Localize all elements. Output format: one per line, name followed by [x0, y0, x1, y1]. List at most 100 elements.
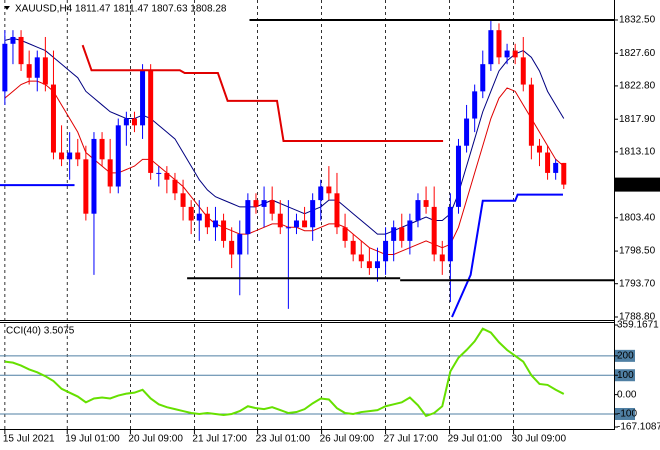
- candle-body: [512, 50, 518, 58]
- level-line: [451, 193, 563, 318]
- candle-body: [83, 159, 89, 214]
- y-tick-label: 1803.40: [619, 212, 656, 223]
- candle-body: [545, 152, 551, 173]
- level-label-box: [615, 349, 635, 362]
- candle-body: [245, 200, 251, 235]
- candle-body: [310, 200, 316, 228]
- candle-body: [536, 145, 542, 153]
- candle-body: [391, 227, 397, 241]
- y-tick-label: 1813.10: [619, 146, 656, 157]
- y-tick-label: 1798.50: [619, 246, 656, 257]
- x-tick-label: 19 Jul 01:00: [65, 434, 120, 445]
- y-tick-label: 0.00: [617, 389, 637, 400]
- candle-body: [496, 30, 502, 58]
- candle-body: [42, 57, 48, 85]
- candle-body: [10, 36, 16, 44]
- candle-body: [229, 240, 235, 255]
- candle-body: [399, 227, 405, 241]
- candle-body: [269, 200, 275, 214]
- candle-body: [131, 118, 137, 126]
- candle-body: [455, 145, 461, 207]
- candle-body: [107, 159, 113, 187]
- indicator-title: CCI(40) 3.5075: [6, 326, 75, 337]
- y-tick-label: 1822.80: [619, 81, 656, 92]
- candle-body: [561, 162, 567, 185]
- candle-body: [34, 57, 40, 78]
- y-tick-label: 1793.70: [619, 278, 656, 289]
- y-tick-label: 1817.90: [619, 114, 656, 125]
- candle-body: [156, 172, 162, 174]
- candle-body: [172, 179, 178, 194]
- candle-body: [188, 206, 194, 221]
- candle-body: [472, 91, 478, 119]
- candle-body: [423, 200, 429, 207]
- candle-body: [164, 172, 170, 180]
- level-label-box: [615, 369, 635, 382]
- candle-body: [318, 186, 324, 201]
- symbol-header: XAUUSD,H4 1811.47 1811.47 1807.63 1808.2…: [15, 4, 227, 15]
- candle-body: [407, 220, 413, 241]
- candle-body: [415, 200, 421, 221]
- candle-body: [520, 57, 526, 85]
- x-tick-label: 26 Jul 09:00: [320, 434, 375, 445]
- plot: [0, 18, 614, 418]
- candle-body: [221, 220, 227, 241]
- candle-body: [350, 240, 356, 255]
- candle-body: [2, 43, 8, 92]
- y-tick-label: -100: [617, 409, 637, 420]
- candle-body: [366, 261, 372, 269]
- candle-body: [91, 138, 97, 214]
- candle-body: [326, 186, 332, 194]
- candle-body: [26, 64, 32, 78]
- candle-body: [204, 213, 210, 228]
- candle-body: [18, 36, 24, 65]
- candle-body: [431, 206, 437, 255]
- candle-body: [374, 261, 380, 269]
- candle-body: [334, 193, 340, 228]
- candle-body: [180, 193, 186, 207]
- x-tick-label: 30 Jul 09:00: [512, 434, 567, 445]
- candle-body: [196, 213, 202, 221]
- candle-body: [480, 64, 486, 92]
- candle-body: [212, 220, 218, 228]
- y-tick-label: 100: [617, 370, 634, 381]
- x-tick-label: 23 Jul 01:00: [256, 434, 311, 445]
- candle-body: [342, 227, 348, 241]
- x-tick-label: 15 Jul 2021: [3, 434, 55, 445]
- candle-body: [293, 220, 299, 228]
- x-tick-label: 20 Jul 09:00: [128, 434, 183, 445]
- candle-body: [75, 152, 81, 160]
- moving-average: [4, 80, 565, 255]
- x-tick-label: 27 Jul 17:00: [384, 434, 439, 445]
- y-tick-label: 359.1671: [617, 320, 659, 331]
- candle-body: [285, 227, 291, 229]
- candle-body: [302, 220, 308, 228]
- current-price-label: 1808.28: [619, 179, 656, 190]
- candle-body: [59, 152, 65, 160]
- candle-body: [383, 240, 389, 262]
- candle-body: [447, 206, 453, 262]
- level-label-box: [615, 407, 635, 420]
- candle-body: [148, 70, 154, 173]
- candle-body: [123, 118, 129, 126]
- moving-average: [4, 37, 565, 235]
- candle-body: [67, 152, 73, 160]
- x-tick-label: 21 Jul 17:00: [192, 434, 247, 445]
- y-tick-label: 1832.50: [619, 15, 656, 26]
- candle-body: [277, 213, 283, 228]
- candle-body: [528, 84, 534, 146]
- y-tick-label: -167.1087: [617, 422, 660, 433]
- candle-body: [504, 50, 510, 58]
- axis-labels: 15 Jul 2021 19 Jul 01:00 20 Jul 09:00 21 Ju…: [3, 15, 660, 445]
- candle-body: [439, 254, 445, 262]
- y-tick-label: 1827.60: [619, 48, 656, 59]
- indicator-line: [4, 327, 565, 418]
- candle-body: [553, 162, 559, 173]
- candle-body: [99, 138, 105, 160]
- candle-body: [358, 254, 364, 262]
- x-tick-label: 29 Jul 01:00: [448, 434, 503, 445]
- candle-body: [488, 30, 494, 65]
- menu-arrow[interactable]: [4, 6, 10, 10]
